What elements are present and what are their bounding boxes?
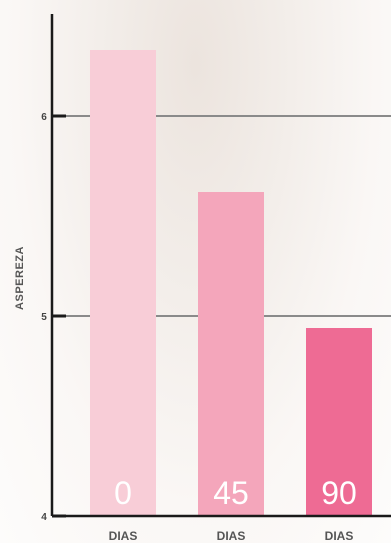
bar-0	[90, 50, 156, 516]
x-tick-label: DIAS	[109, 529, 138, 543]
bar-label-90: 90	[321, 475, 357, 511]
y-tick-label-5: 5	[41, 312, 47, 323]
bar-label-45: 45	[213, 475, 249, 511]
bar-90	[306, 328, 372, 516]
bar-label-0: 0	[114, 475, 132, 511]
y-tick-label-6: 6	[41, 112, 47, 123]
bar-45	[198, 192, 264, 516]
x-tick-label: DIAS	[325, 529, 354, 543]
y-tick-label-4: 4	[41, 512, 47, 523]
x-tick-label: DIAS	[217, 529, 246, 543]
